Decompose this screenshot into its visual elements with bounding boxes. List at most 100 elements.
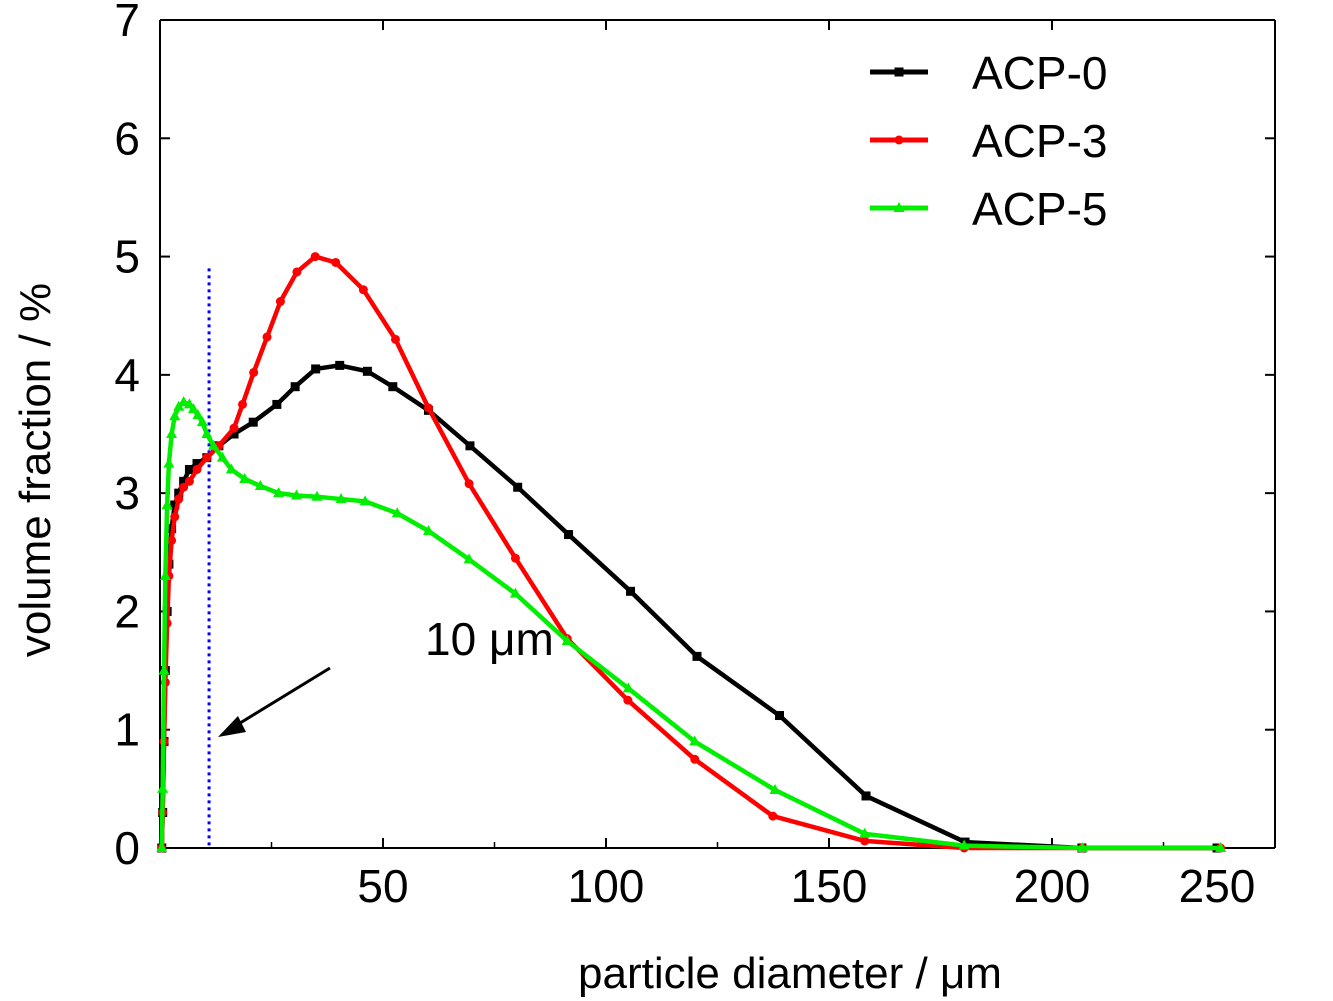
data-point: [272, 399, 282, 409]
data-point: [623, 695, 633, 705]
series-acp-0: [157, 360, 1222, 853]
data-point: [187, 403, 199, 414]
data-point: [225, 463, 237, 474]
data-point: [689, 735, 701, 746]
data-point: [359, 495, 371, 506]
data-point: [311, 490, 323, 501]
annotation-label: 10 μm: [425, 613, 554, 665]
data-point: [509, 587, 521, 598]
data-point: [163, 457, 175, 468]
data-point: [184, 476, 194, 486]
y-tick-label: 6: [114, 112, 140, 164]
data-point: [174, 488, 184, 498]
y-tick-label: 1: [114, 704, 140, 756]
axes: [159, 19, 1276, 849]
data-point: [464, 479, 474, 489]
x-tick-label: 100: [568, 860, 645, 912]
data-point: [769, 784, 781, 795]
y-tick-label: 2: [114, 585, 140, 637]
x-tick-label: 200: [1014, 860, 1091, 912]
annotation-group: [207, 268, 331, 848]
y-tick-label: 4: [114, 349, 140, 401]
data-point: [192, 459, 202, 469]
data-point: [358, 285, 368, 295]
data-point: [161, 498, 173, 509]
data-point: [894, 135, 904, 145]
data-point: [262, 332, 272, 342]
series-acp-5: [156, 396, 1227, 852]
data-point: [184, 464, 194, 474]
legend-item: ACP-3: [870, 115, 1107, 167]
data-point: [362, 366, 372, 376]
x-tick-label: 150: [791, 860, 868, 912]
data-point: [159, 569, 171, 580]
data-point: [335, 360, 345, 370]
data-point: [169, 410, 181, 421]
data-point: [1076, 842, 1088, 852]
data-point: [248, 417, 258, 427]
data-point: [861, 791, 871, 801]
series-group: [156, 252, 1227, 853]
data-point: [229, 429, 239, 439]
data-point: [216, 451, 228, 462]
data-point: [192, 409, 204, 420]
data-point: [254, 480, 266, 491]
data-point: [158, 664, 170, 675]
data-point: [273, 487, 285, 498]
data-point: [208, 439, 220, 450]
data-point: [201, 428, 213, 438]
x-tick-label: 50: [357, 860, 408, 912]
legend-label: ACP-0: [972, 47, 1107, 99]
data-point: [463, 553, 475, 564]
data-point: [860, 836, 870, 846]
data-point: [894, 67, 904, 77]
data-point: [958, 839, 970, 850]
data-point: [311, 364, 321, 374]
data-point: [423, 403, 433, 413]
legend-item: ACP-0: [870, 47, 1107, 99]
series-line: [159, 363, 1218, 851]
data-point: [391, 507, 403, 518]
data-point: [465, 441, 475, 451]
data-point: [170, 500, 180, 510]
data-point: [768, 811, 778, 821]
data-point: [561, 635, 573, 645]
data-point: [859, 827, 871, 838]
data-point: [622, 682, 634, 693]
y-axis-title: volume fraction / %: [11, 283, 60, 657]
series-acp-3: [157, 252, 1226, 853]
data-point: [422, 524, 434, 535]
data-point: [196, 416, 208, 427]
data-point: [292, 267, 302, 277]
data-point: [178, 396, 190, 407]
data-point: [513, 482, 523, 492]
data-point: [249, 367, 259, 377]
data-point: [179, 476, 189, 486]
data-point: [275, 297, 285, 307]
data-point: [229, 423, 239, 433]
data-point: [290, 489, 302, 500]
data-point: [331, 257, 341, 267]
y-tick-label: 5: [114, 231, 140, 283]
data-point: [692, 651, 702, 661]
data-point: [174, 494, 184, 504]
data-point: [893, 202, 905, 212]
data-point: [290, 382, 300, 392]
data-point: [166, 428, 178, 438]
axis-ticks: 0 1 2 3 4 5 6 7 50 100 150 200 250: [114, 0, 1276, 912]
data-point: [157, 782, 169, 793]
data-point: [192, 464, 202, 474]
data-point: [310, 252, 320, 262]
legend: ACP-0 ACP-3 ACP-5: [870, 47, 1107, 235]
y-tick-label: 3: [114, 467, 140, 519]
data-point: [626, 586, 636, 596]
legend-item: ACP-5: [870, 183, 1107, 235]
data-point: [170, 512, 180, 522]
data-point: [238, 399, 248, 409]
data-point: [239, 472, 251, 483]
y-tick-label: 7: [114, 0, 140, 46]
annotation-arrow-head: [218, 716, 246, 737]
data-point: [167, 535, 177, 545]
series-line: [159, 399, 1221, 851]
